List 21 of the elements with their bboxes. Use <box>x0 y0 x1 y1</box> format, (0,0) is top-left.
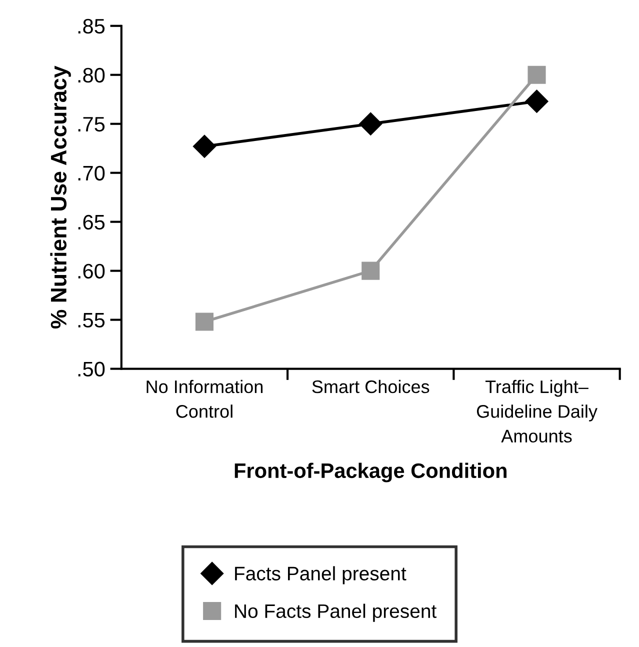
legend-label: No Facts Panel present <box>235 604 437 622</box>
x-tick-label: No Information Control <box>146 380 263 418</box>
y-tick-label: .65 <box>78 214 105 230</box>
y-tick-label: .75 <box>78 117 105 132</box>
point <box>359 112 382 136</box>
point <box>195 312 214 331</box>
point <box>528 66 546 84</box>
y-tick-label: .60 <box>78 264 105 279</box>
y-tick-label: .80 <box>78 68 105 83</box>
point <box>525 90 548 113</box>
point <box>362 262 380 280</box>
y-tick-label: .85 <box>78 18 105 34</box>
y-tick-label: .50 <box>78 362 105 377</box>
x-axis-title: Front-of-Package Condition <box>234 462 506 482</box>
legend-label: Facts Panel present <box>235 566 406 584</box>
x-tick-label: Smart Choices <box>312 380 430 394</box>
x-tick-label: Traffic Light– Guideline Daily Amounts <box>476 380 598 443</box>
y-tick-label: .55 <box>78 313 105 328</box>
y-tick-label: .70 <box>78 166 105 181</box>
y-axis-title: % Nutrient Use Accuracy <box>50 66 71 329</box>
point <box>192 134 216 158</box>
